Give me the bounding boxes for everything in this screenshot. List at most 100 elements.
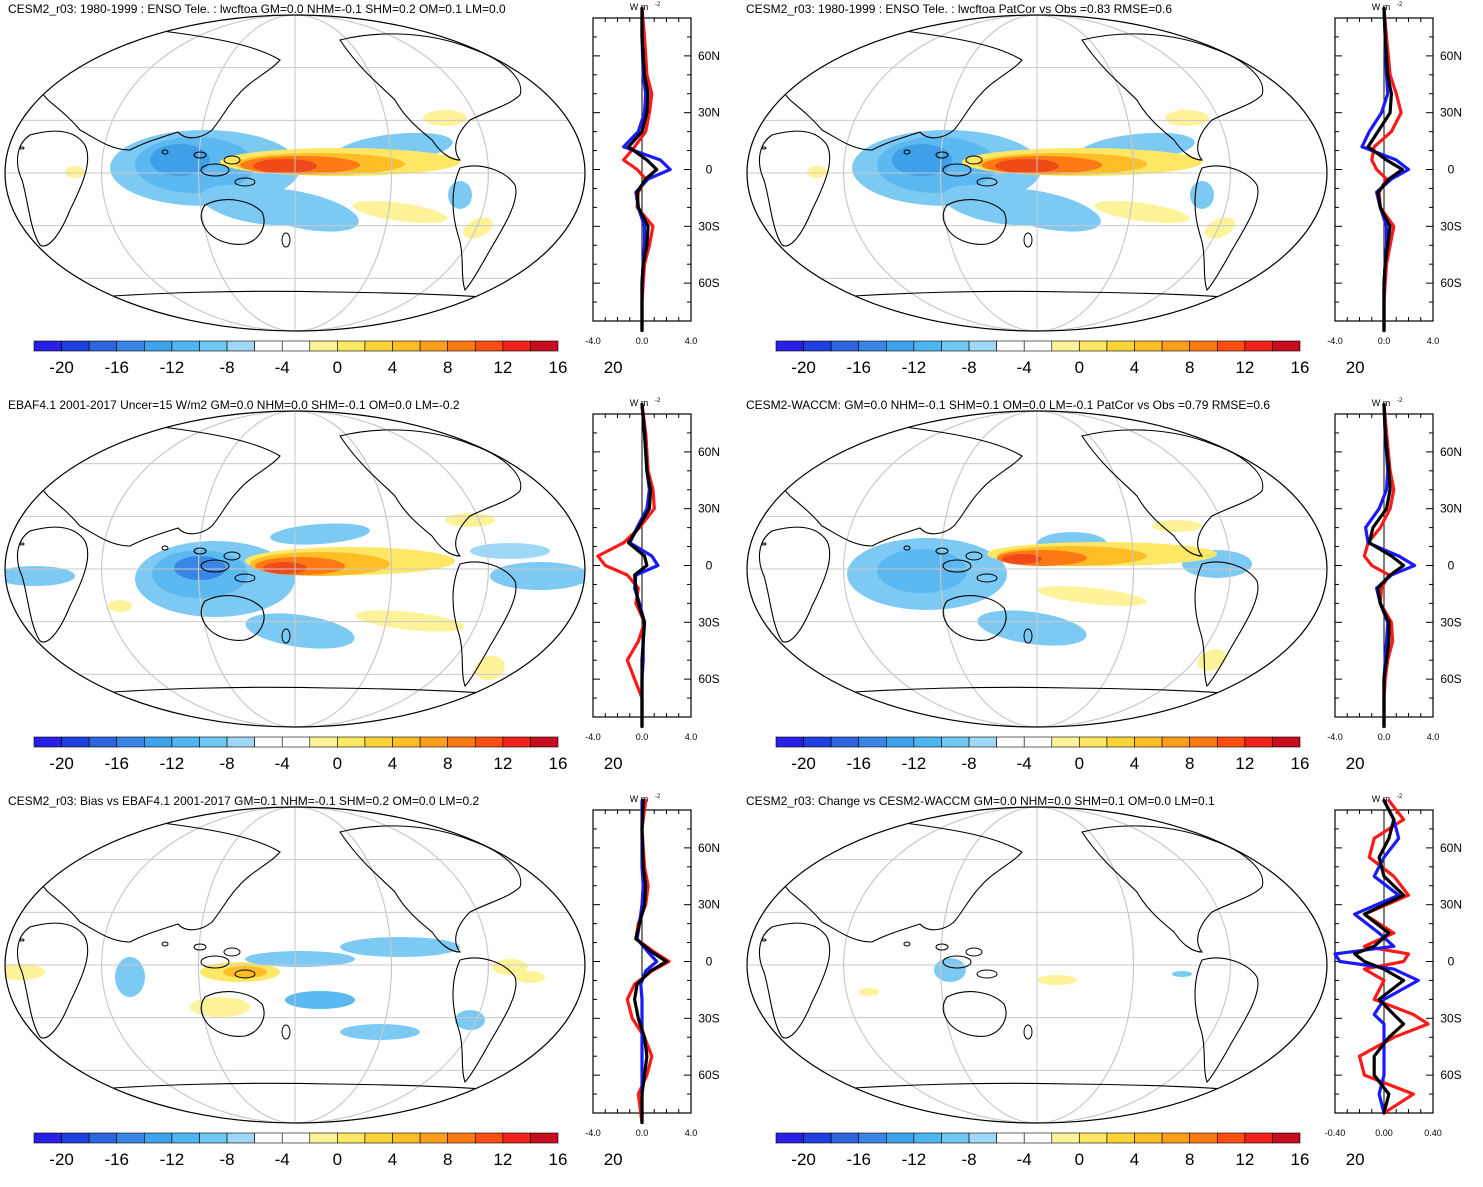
profile-xtick-label: 4.0 — [685, 732, 698, 742]
island-coastline — [761, 542, 767, 546]
profile-xtick-label: 0.0 — [1378, 732, 1391, 742]
colorbar-box — [530, 1132, 559, 1144]
colorbar-box — [502, 340, 531, 352]
profile-xtick-label: -4.0 — [1327, 732, 1343, 742]
colorbar-box — [33, 340, 62, 352]
continent-coastline — [29, 424, 281, 547]
colorbar-box — [886, 736, 915, 748]
profile-unit-exponent: -2 — [1397, 794, 1403, 800]
colorbar-box — [364, 340, 393, 352]
island-coastline — [161, 149, 169, 155]
continent-coastline — [200, 199, 265, 245]
colorbar-box — [474, 340, 504, 352]
field-contour — [877, 549, 967, 593]
island-coastline — [965, 947, 983, 957]
colorbar-box — [1189, 1132, 1218, 1144]
island-coastline — [223, 947, 241, 957]
colorbar-box — [309, 340, 338, 352]
colorbar-box — [281, 1132, 311, 1144]
panel-5: CESM2_r03: Bias vs EBAF4.1 2001-2017 GM=… — [0, 792, 741, 1187]
colorbar-box — [830, 736, 860, 748]
field-contour — [942, 184, 1052, 226]
meridian-gridline — [843, 411, 1231, 727]
colorbar-box — [447, 340, 476, 352]
island-coastline — [761, 938, 767, 942]
meridian-gridline — [939, 807, 1135, 1123]
latitude-tick-label: 0 — [1448, 559, 1455, 573]
colorbar-box — [199, 736, 228, 748]
world-map — [746, 806, 1328, 1124]
colorbar-label: 20 — [604, 358, 623, 377]
colorbar-box — [392, 736, 421, 748]
colorbar-label: -4 — [1017, 754, 1032, 773]
colorbar-label: 20 — [1346, 754, 1365, 773]
panel-title: CESM2-WACCM: GM=0.0 NHM=-0.1 SHM=0.1 OM=… — [746, 398, 1271, 412]
latitude-tick-label: 60S — [1440, 276, 1461, 290]
profile-line-black — [626, 6, 659, 333]
colorbar-box — [1079, 340, 1108, 352]
colorbar-box — [1244, 340, 1273, 352]
colorbar-label: -8 — [961, 1150, 976, 1169]
colorbar-box — [419, 1132, 448, 1144]
island-coastline — [193, 547, 207, 555]
antarctica-coastline — [59, 290, 521, 301]
field-contour — [200, 184, 310, 226]
island-coastline — [234, 573, 256, 583]
continent-coastline — [771, 424, 1023, 547]
colorbar-box — [858, 1132, 887, 1144]
colorbar-label: -12 — [902, 1150, 927, 1169]
colorbar-box — [392, 340, 421, 352]
latitude-tick-label: 60S — [1440, 1068, 1461, 1082]
field-contour — [190, 997, 250, 1017]
colorbar-label: 16 — [549, 358, 568, 377]
colorbar-box — [803, 340, 832, 352]
colorbar-box — [1272, 340, 1301, 352]
colorbar-label: 4 — [1130, 1150, 1139, 1169]
colorbar-box — [858, 736, 887, 748]
island-coastline — [281, 628, 291, 644]
profile-unit-exponent: -2 — [1397, 398, 1403, 404]
continent-coastline — [771, 820, 1023, 943]
shading-layer — [847, 520, 1252, 671]
meridian-gridline — [939, 411, 1135, 727]
map-border — [746, 14, 1328, 332]
island-coastline — [19, 542, 25, 546]
field-contour — [65, 166, 85, 178]
map-border — [746, 806, 1328, 1124]
latitude-tick-label: 30N — [698, 898, 720, 912]
colorbar-box — [144, 736, 173, 748]
colorbar-box — [1134, 736, 1163, 748]
field-contour — [490, 562, 585, 590]
field-contour — [423, 110, 467, 126]
colorbar-label: 12 — [493, 754, 512, 773]
colorbar-box — [116, 340, 145, 352]
colorbar-label: -16 — [846, 358, 871, 377]
latitude-tick-label: 0 — [706, 955, 713, 969]
field-contour — [245, 613, 355, 649]
profile-xtick-label: 0.0 — [636, 1128, 649, 1138]
continent-coastline — [339, 33, 522, 161]
antarctica-coastline — [59, 1082, 521, 1093]
continent-coastline — [771, 28, 1023, 151]
colorbar-box — [199, 1132, 228, 1144]
colorbar-box — [419, 736, 448, 748]
profile-xtick-label: 4.0 — [1427, 732, 1440, 742]
colorbar-label: 8 — [1185, 1150, 1194, 1169]
continent-coastline — [16, 922, 89, 1039]
field-contour — [1165, 110, 1209, 126]
field-contour — [977, 610, 1087, 646]
continent-coastline — [452, 165, 517, 292]
colorbar-box — [337, 340, 366, 352]
colorbar-label: 12 — [493, 1150, 512, 1169]
colorbar-label: -4 — [1017, 1150, 1032, 1169]
meridian-gridline — [843, 807, 1231, 1123]
continent-coastline — [339, 429, 522, 557]
antarctica-coastline — [59, 686, 521, 697]
field-contour — [1037, 975, 1077, 985]
colorbar-box — [1272, 1132, 1301, 1144]
colorbar-label: -8 — [219, 1150, 234, 1169]
field-contour — [263, 562, 307, 574]
latitude-tick-label: 60S — [1440, 672, 1461, 686]
colorbar-box — [337, 1132, 366, 1144]
colorbar-box — [1023, 1132, 1053, 1144]
